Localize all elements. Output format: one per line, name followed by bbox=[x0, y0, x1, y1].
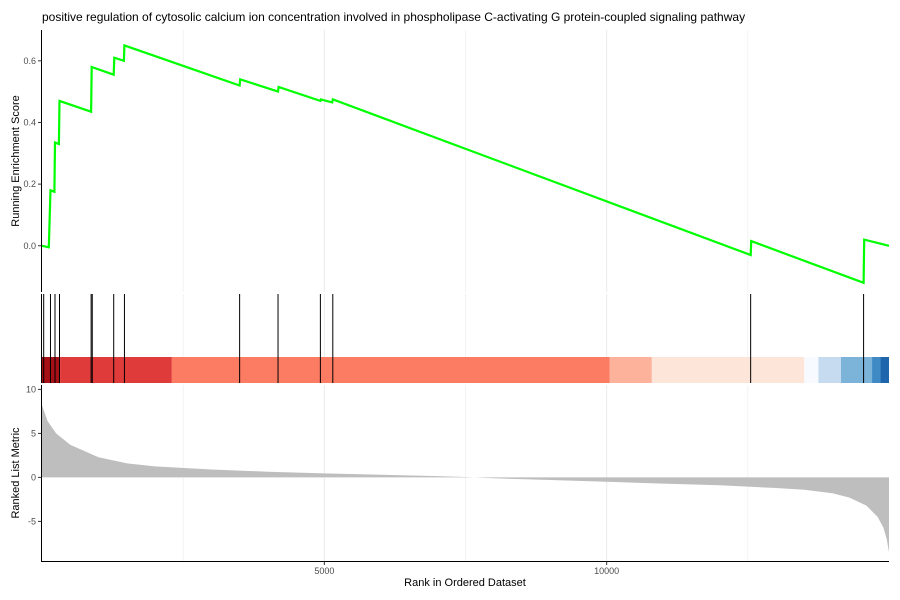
color-band-segment bbox=[804, 357, 819, 383]
x-ticks: 5000 10000 bbox=[314, 561, 619, 576]
y-tick-label: 5 bbox=[31, 428, 36, 438]
y-tick-label: 0.0 bbox=[23, 241, 36, 251]
hits-panel bbox=[41, 294, 889, 383]
ranked-list-metric-area bbox=[42, 405, 889, 553]
y-tick-label: -5 bbox=[28, 516, 36, 526]
running-enrichment-score-line bbox=[41, 43, 890, 285]
y-tick-label: 0.6 bbox=[23, 56, 36, 66]
gene-hit-lines bbox=[43, 294, 865, 383]
y-tick-label: 10 bbox=[26, 384, 36, 394]
ranked-metric-y-axis-title: Ranked List Metric bbox=[10, 427, 22, 519]
color-band-segment bbox=[818, 357, 842, 383]
x-axis-title: Rank in Ordered Dataset bbox=[404, 577, 526, 589]
color-band-segment bbox=[609, 357, 652, 383]
color-band-segment bbox=[880, 357, 889, 383]
color-band-segment bbox=[651, 357, 805, 383]
running-score-y-ticks: 0.0 0.2 0.4 0.6 bbox=[23, 56, 42, 251]
color-band-segment bbox=[872, 357, 881, 383]
x-tick-label: 10000 bbox=[594, 566, 619, 576]
ranked-metric-panel: 10 5 0 -5 5000 10000 Ranked List Metric Rank… bbox=[10, 384, 889, 589]
ranked-metric-y-ticks: 10 5 0 -5 bbox=[26, 384, 42, 526]
color-band-segment bbox=[841, 357, 873, 383]
y-tick-label: 0 bbox=[31, 472, 36, 482]
color-band-segment bbox=[171, 357, 610, 383]
x-tick-label: 5000 bbox=[314, 566, 334, 576]
plot-title: positive regulation of cytosolic calcium… bbox=[42, 10, 745, 24]
ranked-list-color-band bbox=[42, 357, 889, 383]
running-score-gridlines bbox=[182, 30, 749, 292]
y-tick-label: 0.4 bbox=[23, 117, 36, 127]
running-score-panel: 0.0 0.2 0.4 0.6 Running Enrichment Score bbox=[10, 30, 890, 292]
color-band-segment bbox=[42, 357, 61, 383]
y-tick-label: 0.2 bbox=[23, 179, 36, 189]
color-band-segment bbox=[60, 357, 172, 383]
running-score-y-axis-title: Running Enrichment Score bbox=[10, 95, 22, 226]
